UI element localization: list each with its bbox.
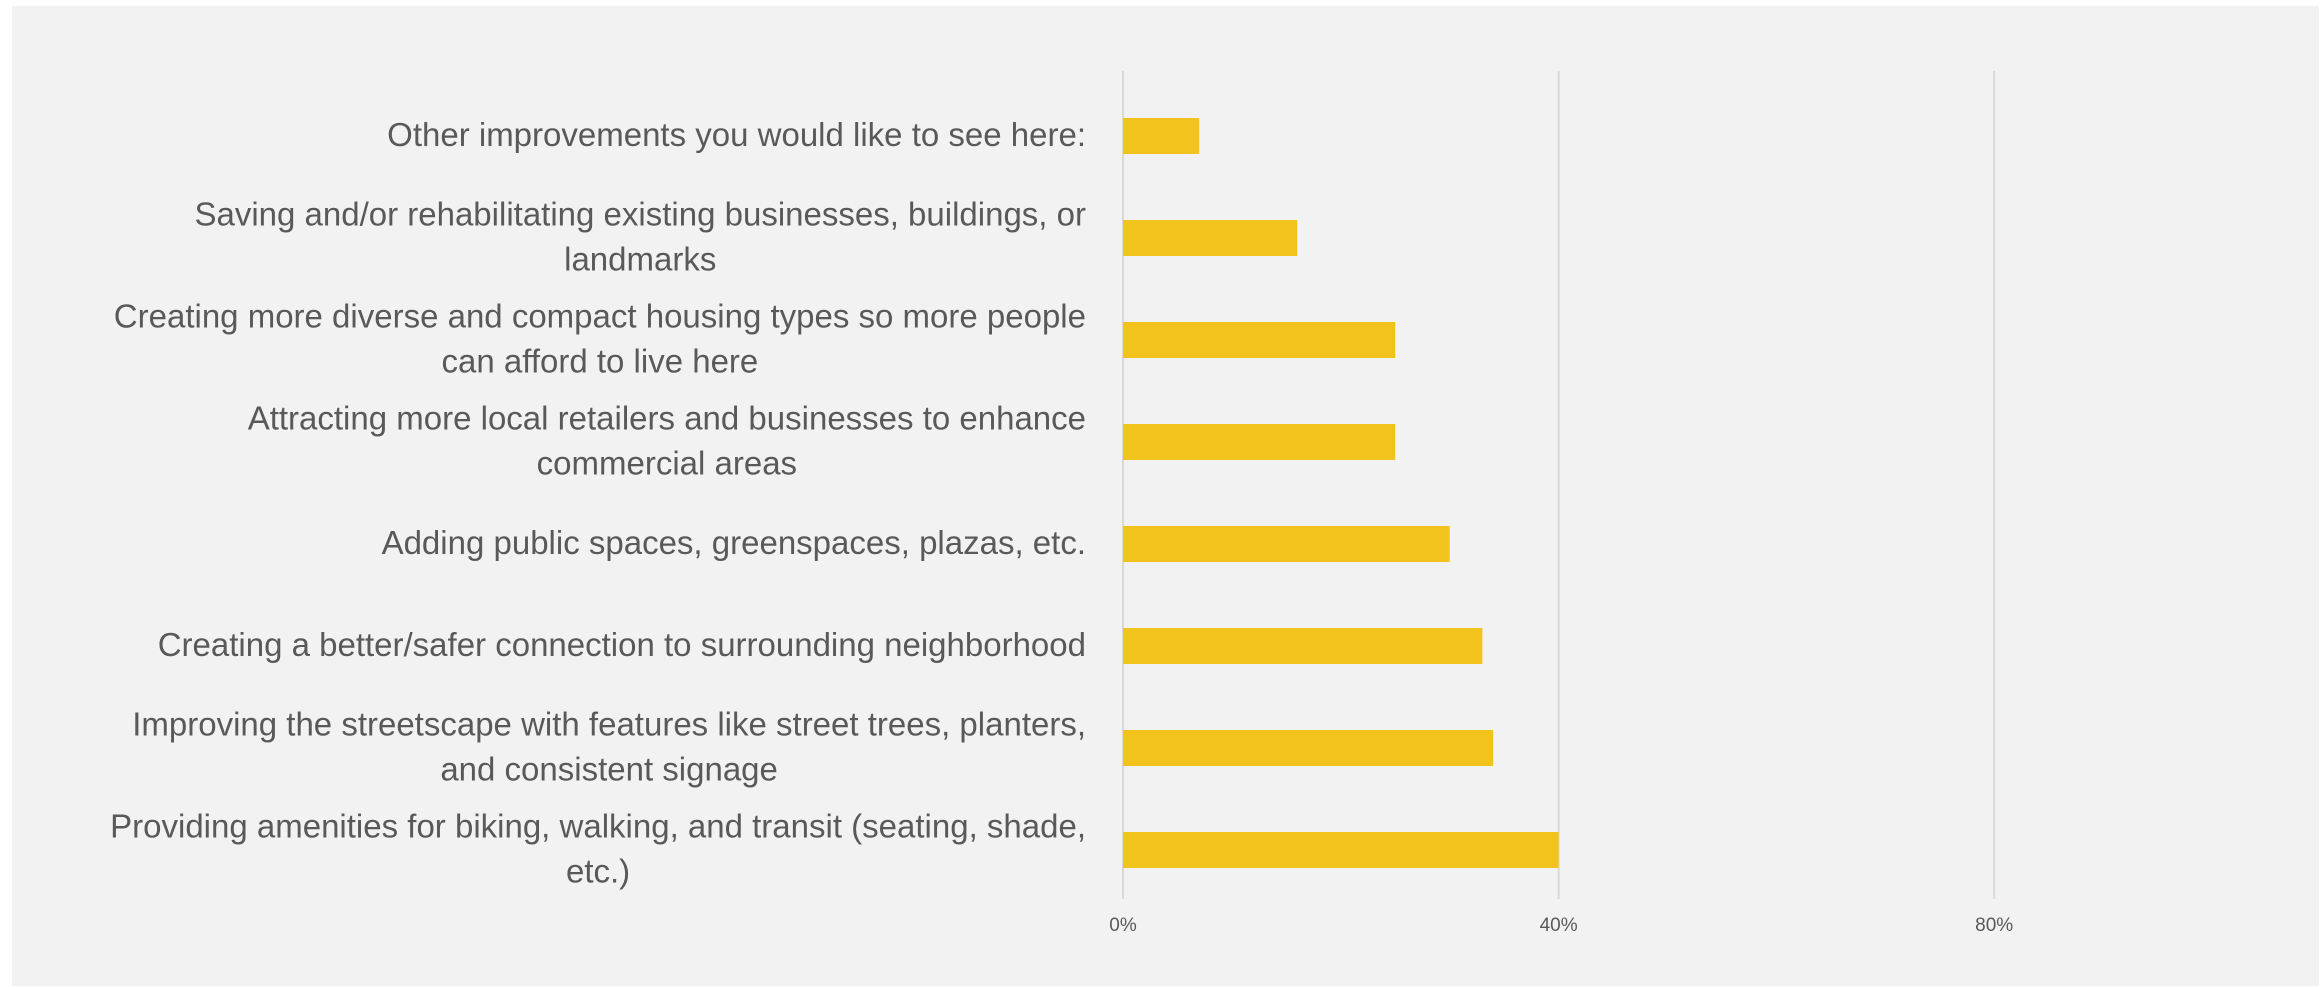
category-label-6: Saving and/or rehabilitating existing bu… — [194, 196, 1086, 278]
category-label-line: Creating a better/safer connection to su… — [158, 626, 1086, 663]
bar-4 — [1123, 424, 1396, 460]
category-label-line: and consistent signage — [440, 751, 778, 788]
bar-3 — [1123, 526, 1450, 562]
tick-label-1: 40% — [1540, 915, 1578, 936]
bar-1 — [1123, 730, 1494, 766]
category-label-line: commercial areas — [537, 445, 797, 482]
category-label-line: landmarks — [564, 241, 716, 278]
category-label-1: Improving the streetscape with features … — [132, 706, 1086, 788]
category-label-line: Saving and/or rehabilitating existing bu… — [194, 196, 1086, 233]
category-label-line: Other improvements you would like to see… — [387, 116, 1086, 153]
category-label-line: Providing amenities for biking, walking,… — [110, 808, 1086, 845]
category-label-line: Adding public spaces, greenspaces, plaza… — [382, 524, 1086, 561]
bar-2 — [1123, 628, 1483, 664]
bar-6 — [1123, 220, 1298, 256]
tick-label-0: 0% — [1109, 915, 1137, 936]
category-label-line: can afford to live here — [442, 343, 759, 380]
tick-label-2: 80% — [1975, 915, 2013, 936]
chart-area: Providing amenities for biking, walking,… — [12, 6, 2319, 986]
category-label-5: Creating more diverse and compact housin… — [114, 298, 1086, 380]
category-label-line: Improving the streetscape with features … — [132, 706, 1086, 743]
bar-0 — [1123, 832, 1559, 868]
bar-7 — [1123, 118, 1200, 154]
category-label-7: Other improvements you would like to see… — [387, 116, 1086, 153]
category-label-line: Creating more diverse and compact housin… — [114, 298, 1086, 335]
category-label-line: Attracting more local retailers and busi… — [248, 400, 1086, 437]
category-label-3: Adding public spaces, greenspaces, plaza… — [382, 524, 1086, 561]
bar-5 — [1123, 322, 1396, 358]
category-label-0: Providing amenities for biking, walking,… — [110, 808, 1086, 890]
bar-chart: Providing amenities for biking, walking,… — [110, 71, 2013, 936]
category-label-2: Creating a better/safer connection to su… — [158, 626, 1086, 663]
category-label-4: Attracting more local retailers and busi… — [248, 400, 1086, 482]
category-label-line: etc.) — [566, 853, 630, 890]
